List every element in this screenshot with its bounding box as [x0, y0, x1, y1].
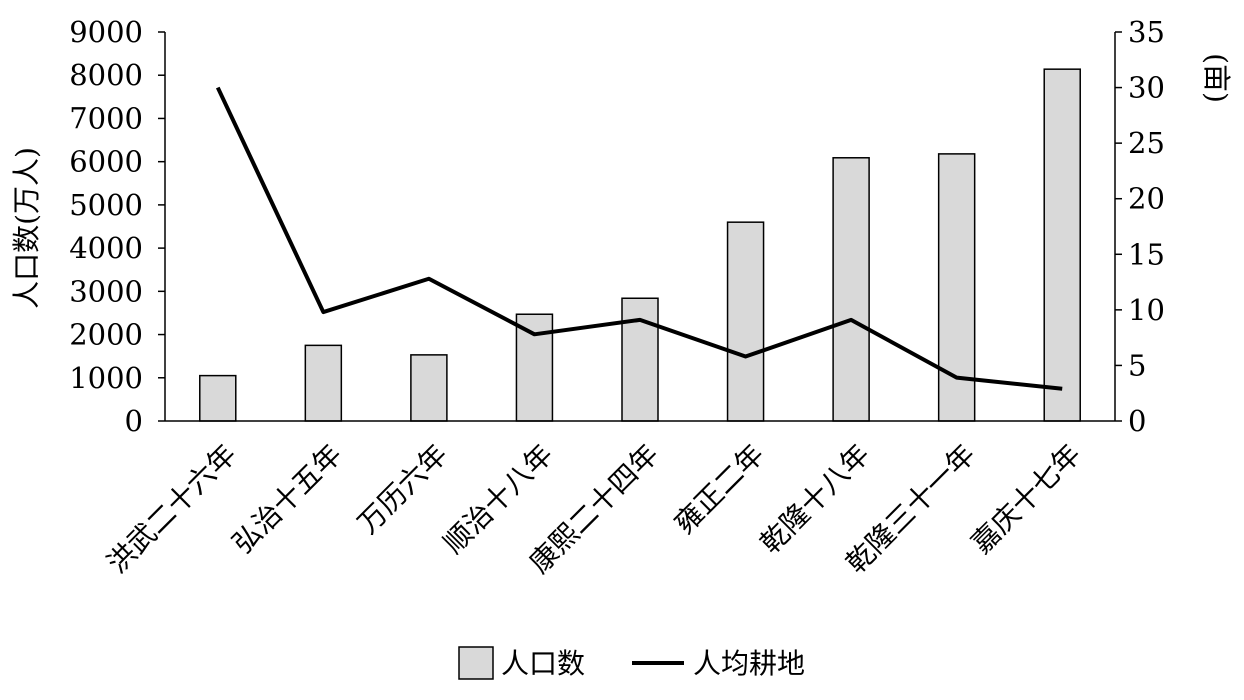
right-tick-label: 10 [1128, 293, 1165, 327]
right-tick-label: 5 [1128, 348, 1146, 382]
x-category-label: 嘉庆十七年 [965, 438, 1087, 560]
left-tick-label: 3000 [69, 274, 143, 308]
bar-4 [621, 297, 659, 422]
left-axis-title: 人口数(万人) [10, 147, 43, 309]
legend: 人口数 人均耕地 [458, 646, 805, 680]
bar-6 [832, 157, 870, 422]
bar-0 [199, 374, 237, 422]
left-tick-label: 8000 [69, 58, 143, 92]
right-tick-label: 35 [1128, 15, 1165, 49]
bar-3 [515, 313, 554, 422]
legend-label-population: 人口数 [501, 647, 585, 680]
legend-label-farmland: 人均耕地 [693, 647, 805, 680]
x-category-label: 洪武二十六年 [101, 438, 243, 580]
bar-5 [726, 221, 765, 422]
line-per-capita-farmland [215, 86, 1063, 391]
plot-area [199, 68, 1081, 422]
right-axis-title: (亩) [1200, 53, 1233, 103]
left-tick-label: 0 [125, 404, 143, 438]
right-tick-label: 15 [1128, 237, 1165, 271]
bar-1 [304, 344, 343, 422]
left-tick-label: 9000 [69, 15, 143, 49]
left-tick-label: 2000 [69, 318, 143, 352]
legend-bar-swatch [458, 646, 494, 680]
x-category-label: 万历六年 [351, 438, 454, 541]
right-y-axis: 0 5 10 15 20 25 30 35 [1114, 15, 1165, 438]
x-category-label: 弘治十五年 [226, 438, 348, 560]
right-tick-label: 0 [1128, 404, 1146, 438]
left-tick-label: 4000 [69, 231, 143, 265]
left-tick-label: 1000 [69, 361, 143, 395]
left-tick-label: 7000 [69, 101, 143, 135]
x-category-label: 雍正二年 [668, 438, 771, 541]
left-y-axis: 0 1000 2000 3000 4000 5000 6000 7000 8000 9000 [69, 15, 166, 438]
left-tick-label: 6000 [69, 145, 143, 179]
left-tick-label: 5000 [69, 188, 143, 222]
right-tick-label: 25 [1128, 126, 1165, 160]
bar-2 [410, 354, 448, 422]
bar-8 [1043, 68, 1081, 422]
right-tick-label: 20 [1128, 182, 1165, 216]
right-tick-label: 30 [1128, 71, 1165, 105]
